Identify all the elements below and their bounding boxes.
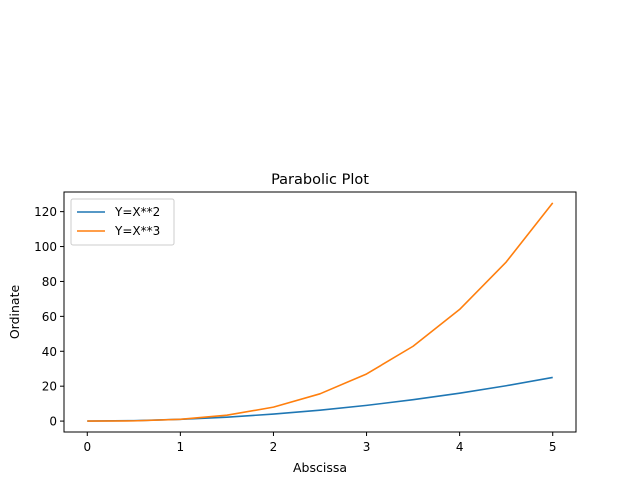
y-tick-label: 60 <box>42 310 57 324</box>
x-tick-label: 2 <box>270 440 278 454</box>
y-tick-label: 20 <box>42 380 57 394</box>
legend: Y=X**2 Y=X**3 <box>70 198 175 246</box>
y-tick-label: 80 <box>42 275 57 289</box>
y-tick-label: 0 <box>49 415 57 429</box>
y-tick-label: 40 <box>42 345 57 359</box>
y-axis-label: Ordinate <box>7 285 22 340</box>
plot-frame <box>63 191 577 433</box>
y-tick-label: 120 <box>34 205 57 219</box>
series-line-1 <box>87 202 554 422</box>
x-tick-label: 3 <box>363 440 371 454</box>
axis-ticks: 0 1 2 3 4 5 0 20 40 60 80 100 120 <box>34 205 556 454</box>
x-tick-label: 4 <box>456 440 464 454</box>
x-tick-label: 1 <box>177 440 185 454</box>
legend-label-series-1: Y=X**3 <box>114 224 160 238</box>
x-tick-label: 5 <box>549 440 557 454</box>
legend-label-series-0: Y=X**2 <box>114 205 160 219</box>
legend-box <box>70 198 175 246</box>
chart-title: Parabolic Plot <box>271 172 369 188</box>
series-lines <box>87 202 554 422</box>
x-axis-label: Abscissa <box>293 460 347 475</box>
x-tick-label: 0 <box>83 440 91 454</box>
y-tick-label: 100 <box>34 240 57 254</box>
